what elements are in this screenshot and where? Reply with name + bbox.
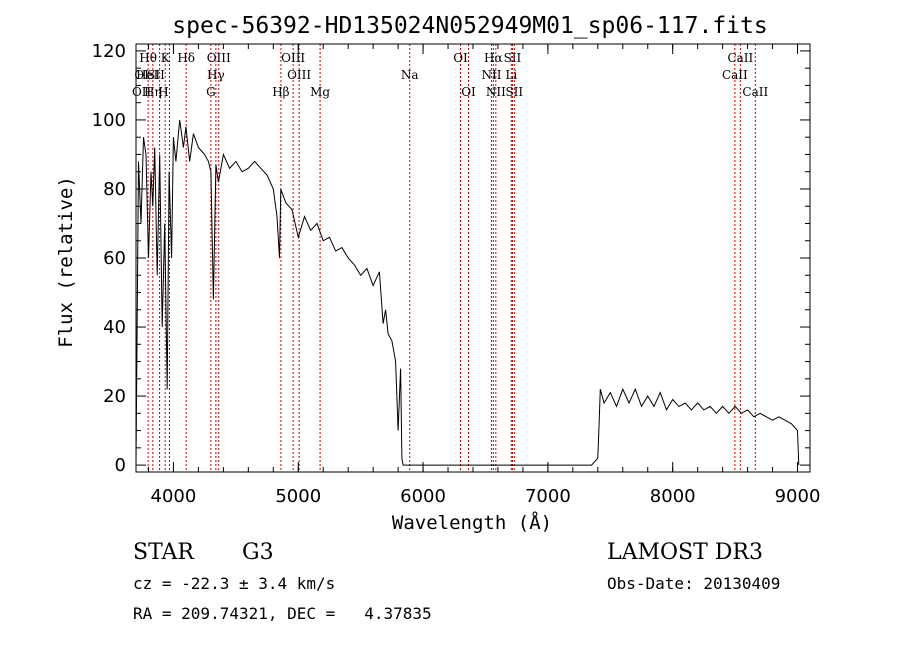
line-marker-label: Na — [401, 68, 419, 82]
x-tick-label: 4000 — [151, 486, 197, 507]
line-marker-label: CaII — [727, 51, 753, 65]
line-marker-label: NII — [486, 85, 506, 99]
line-marker-label: HeI — [136, 68, 159, 82]
observation-date: Obs-Date: 20130409 — [607, 574, 780, 593]
spectrum-line — [135, 119, 800, 466]
line-marker-label: Hδ — [177, 51, 195, 65]
line-marker-label: NII — [481, 68, 501, 82]
line-marker-label: Hα — [484, 51, 503, 65]
coordinates: RA = 209.74321, DEC = 4.37835 — [133, 604, 432, 623]
line-marker-label: Hγ — [207, 68, 225, 82]
line-marker-label: Li — [505, 68, 517, 82]
x-tick-label: 9000 — [775, 486, 821, 507]
line-marker-label: SII — [505, 85, 523, 99]
y-tick-label: 20 — [103, 386, 126, 407]
object-subclass: G3 — [242, 540, 274, 565]
redshift-velocity: cz = -22.3 ± 3.4 km/s — [133, 574, 335, 593]
y-tick-label: 0 — [115, 455, 126, 476]
line-marker-label: CaII — [722, 68, 748, 82]
survey-name: LAMOST DR3 — [607, 540, 763, 565]
y-tick-label: 100 — [92, 110, 126, 131]
line-marker-label: Hθ — [139, 51, 157, 65]
line-marker-label: Hη — [144, 85, 162, 99]
plot-frame — [135, 43, 811, 473]
y-tick-label: 80 — [103, 179, 126, 200]
x-tick-label: 5000 — [275, 486, 321, 507]
y-axis-label: Flux (relative) — [55, 176, 77, 348]
y-tick-label: 60 — [103, 248, 126, 269]
line-marker-label: G — [206, 85, 216, 99]
x-tick-label: 8000 — [650, 486, 696, 507]
line-marker-label: SII — [504, 51, 522, 65]
x-axis-ticks: 4000 5000 6000 7000 8000 9000 — [147, 44, 821, 507]
line-marker-label: OII — [132, 85, 152, 99]
line-marker-label: Hβ — [272, 85, 289, 99]
line-marker-label: OI — [461, 85, 476, 99]
chart-title: spec-56392-HD135024N052949M01_sp06-117.f… — [172, 13, 767, 39]
line-marker-label: OIII — [207, 51, 231, 65]
line-marker-label: OIII — [287, 68, 311, 82]
line-marker-label: SII — [147, 68, 165, 82]
x-axis-label: Wavelength (Å) — [392, 511, 552, 534]
line-marker-label: CaII — [742, 85, 768, 99]
object-class: STAR — [133, 540, 195, 565]
y-tick-label: 40 — [103, 317, 126, 338]
x-tick-label: 7000 — [525, 486, 571, 507]
line-marker-label: K — [161, 51, 171, 65]
line-marker-label: OIII — [281, 51, 305, 65]
line-marker-labels: Hθ K Hδ OIII Hβ OIII OIII Mg Na OI OI NII Hα NII Li SII… — [132, 51, 769, 99]
line-markers — [147, 44, 756, 472]
line-marker-label: OI — [453, 51, 468, 65]
y-tick-label: 120 — [92, 41, 126, 62]
line-marker-label: H — [158, 85, 168, 99]
x-tick-label: 6000 — [400, 486, 446, 507]
y-axis-ticks: 0 20 40 60 80 100 120 — [92, 41, 810, 476]
line-marker-label: Mg — [310, 85, 330, 99]
line-marker-label: OI — [134, 68, 149, 82]
